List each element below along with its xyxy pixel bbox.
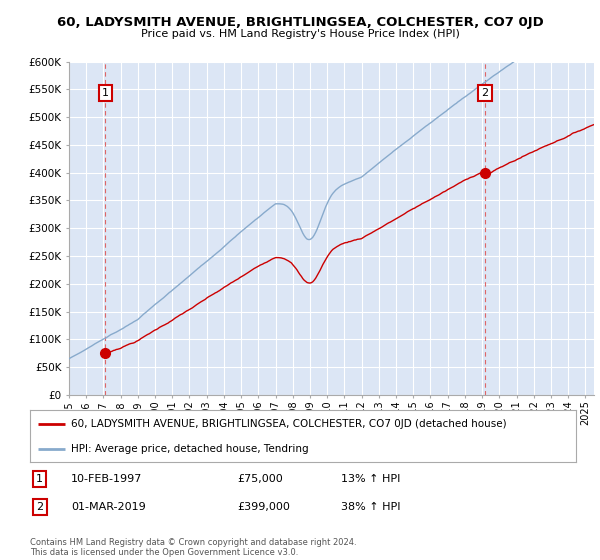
Text: 13% ↑ HPI: 13% ↑ HPI <box>341 474 401 484</box>
Text: 1: 1 <box>102 88 109 98</box>
Text: 2: 2 <box>36 502 43 512</box>
Text: £75,000: £75,000 <box>238 474 283 484</box>
Text: 60, LADYSMITH AVENUE, BRIGHTLINGSEA, COLCHESTER, CO7 0JD (detached house): 60, LADYSMITH AVENUE, BRIGHTLINGSEA, COL… <box>71 419 506 429</box>
Text: 10-FEB-1997: 10-FEB-1997 <box>71 474 142 484</box>
Text: 2: 2 <box>481 88 488 98</box>
Text: 01-MAR-2019: 01-MAR-2019 <box>71 502 146 512</box>
Text: Contains HM Land Registry data © Crown copyright and database right 2024.
This d: Contains HM Land Registry data © Crown c… <box>30 538 356 557</box>
Text: 60, LADYSMITH AVENUE, BRIGHTLINGSEA, COLCHESTER, CO7 0JD: 60, LADYSMITH AVENUE, BRIGHTLINGSEA, COL… <box>56 16 544 29</box>
Text: £399,000: £399,000 <box>238 502 290 512</box>
Text: HPI: Average price, detached house, Tendring: HPI: Average price, detached house, Tend… <box>71 444 308 454</box>
Text: Price paid vs. HM Land Registry's House Price Index (HPI): Price paid vs. HM Land Registry's House … <box>140 29 460 39</box>
Text: 1: 1 <box>37 474 43 484</box>
Text: 38% ↑ HPI: 38% ↑ HPI <box>341 502 401 512</box>
